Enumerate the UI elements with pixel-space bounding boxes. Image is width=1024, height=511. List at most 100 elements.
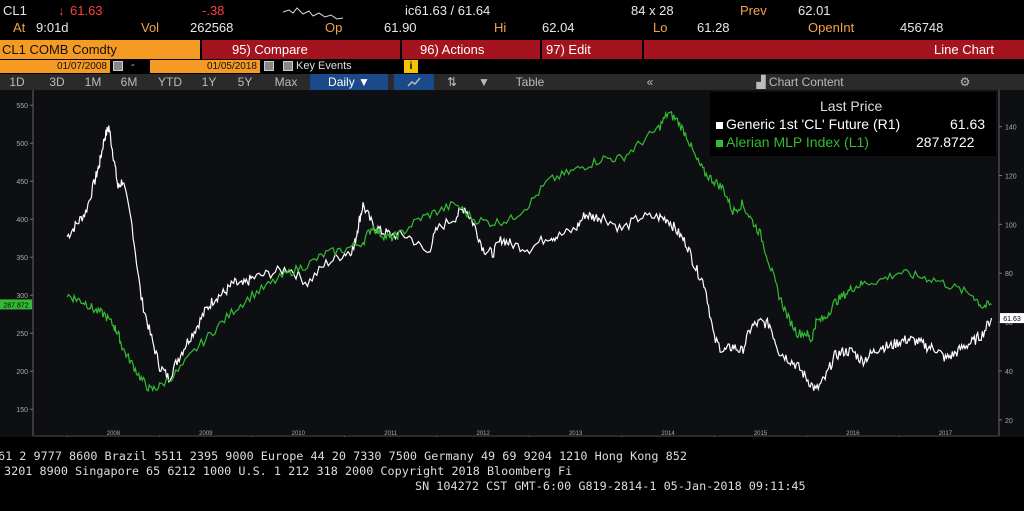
indicators-icon[interactable]: ⇅ — [446, 75, 458, 89]
right-tick-label: 100 — [1005, 222, 1017, 229]
more-options-icon[interactable]: ▼ — [478, 75, 490, 89]
left-tick-label: 400 — [16, 217, 28, 224]
period-ytd-button[interactable]: YTD — [158, 75, 182, 89]
alerian-mlp-series-line — [66, 110, 992, 393]
chart-content-icon: ▟ — [756, 75, 769, 89]
left-tick-label: 450 — [16, 179, 28, 186]
period-3d-button[interactable]: 3D — [49, 75, 65, 89]
left-tick-label: 300 — [16, 293, 28, 300]
date-range-bar: 01/07/2008 - 01/05/2018 Key Events i — [0, 59, 1024, 73]
security-field[interactable]: CL1 COMB Comdty — [0, 40, 200, 59]
key-events-checkbox[interactable] — [283, 61, 293, 71]
time-label: At — [13, 20, 26, 35]
prev-label: Prev — [740, 3, 767, 18]
x-tick-label: 2009 — [199, 431, 213, 437]
edit-label: 97) Edit — [546, 42, 591, 57]
info-icon[interactable]: i — [404, 60, 418, 73]
left-last-value-tag — [0, 299, 32, 310]
period-max-button[interactable]: Max — [274, 75, 298, 89]
table-button[interactable]: Table — [515, 75, 545, 89]
date-separator: - — [131, 59, 135, 71]
x-tick-label: 2016 — [846, 431, 860, 437]
x-tick-label: 2017 — [939, 431, 953, 437]
footer-line-1: 61 2 9777 8600 Brazil 5511 2395 9000 Eur… — [0, 449, 687, 463]
right-tick-label: 80 — [1005, 271, 1013, 278]
openint-value: 456748 — [900, 20, 944, 35]
edit-button[interactable]: 97) Edit — [540, 40, 642, 59]
openint-label: OpenInt — [808, 20, 855, 35]
compare-label: 95) Compare — [232, 42, 308, 57]
chart-type-label: Line Chart — [934, 42, 994, 57]
period-5y-button[interactable]: 5Y — [237, 75, 253, 89]
last-price: 61.63 — [70, 3, 103, 18]
legend-series-value: 61.63 — [950, 116, 986, 132]
left-tick-label: 250 — [16, 331, 28, 338]
frequency-dropdown[interactable]: Daily ▼ — [310, 74, 388, 90]
end-date-input[interactable]: 01/05/2018 — [150, 60, 260, 73]
legend-swatch — [716, 122, 723, 129]
left-last-value-text: 287.872 — [3, 302, 28, 309]
legend-title: Last Price — [820, 98, 883, 114]
quote-size: 84 x 28 — [631, 3, 674, 18]
chart-content-button[interactable]: ▟ Chart Content — [690, 74, 910, 90]
legend-series-name: Generic 1st 'CL' Future (R1) — [726, 116, 901, 132]
right-tick-label: 140 — [1005, 125, 1017, 132]
volume-value: 262568 — [190, 20, 234, 35]
action-bar: CL1 COMB Comdty 95) Compare 96) Actions … — [0, 40, 1024, 59]
left-tick-label: 550 — [16, 103, 28, 110]
legend: Last Price Generic 1st 'CL' Future (R1) … — [710, 92, 996, 156]
chart-content-label: Chart Content — [768, 75, 844, 89]
period-1d-button[interactable]: 1D — [9, 75, 25, 89]
legend-series-value: 287.8722 — [916, 134, 975, 150]
footer-line-3: SN 104272 CST GMT-6:00 G819-2814-1 05-Ja… — [415, 479, 806, 493]
period-1y-button[interactable]: 1Y — [201, 75, 217, 89]
volume-label: Vol — [141, 20, 160, 35]
line-style-icon[interactable] — [394, 74, 434, 90]
sparkline-icon — [283, 7, 343, 20]
left-tick-label: 150 — [16, 407, 28, 414]
right-tick-label: 40 — [1005, 369, 1013, 376]
compare-button[interactable]: 95) Compare — [200, 40, 400, 59]
crude-oil-series-line — [66, 125, 993, 392]
price-change: -.38 — [202, 3, 225, 18]
left-tick-label: 500 — [16, 141, 28, 148]
right-tick-label: 60 — [1005, 320, 1013, 327]
open-value: 61.90 — [384, 20, 417, 35]
bid-ask: ic61.63 / 61.64 — [405, 3, 491, 18]
high-label: Hi — [494, 20, 507, 35]
prev-value: 62.01 — [798, 3, 831, 18]
legend-entry-amz: Alerian MLP Index (L1) — [716, 134, 869, 150]
left-tick-label: 200 — [16, 369, 28, 376]
left-tick-label: 350 — [16, 255, 28, 262]
start-date-input[interactable]: 01/07/2008 — [0, 60, 110, 73]
ticker: CL1 — [3, 3, 27, 18]
line-chart: 150 200 250 300 350 400 450 500 550 20 40 60 80 100 12… — [0, 90, 1024, 437]
change-arrow: ↓ — [58, 3, 65, 18]
x-tick-label: 2012 — [477, 431, 491, 437]
last-time: 9:01d — [36, 20, 69, 35]
x-tick-label: 2015 — [754, 431, 768, 437]
high-value: 62.04 — [542, 20, 575, 35]
x-tick-label: 2014 — [661, 431, 675, 437]
low-label: Lo — [653, 20, 668, 35]
key-events-label: Key Events — [296, 60, 352, 72]
right-last-value-tag — [1000, 313, 1024, 324]
actions-label: 96) Actions — [420, 42, 485, 57]
collapse-icon[interactable]: « — [646, 75, 654, 89]
right-tick-label: 120 — [1005, 174, 1017, 181]
calendar-icon[interactable] — [113, 61, 123, 71]
settings-gear-icon[interactable]: ⚙ — [959, 75, 971, 89]
legend-entry-cl1: Generic 1st 'CL' Future (R1) — [716, 116, 900, 132]
x-tick-label: 2011 — [384, 431, 398, 437]
actions-button[interactable]: 96) Actions — [400, 40, 540, 59]
right-last-value-text: 61.63 — [1003, 316, 1021, 323]
calendar-icon[interactable] — [264, 61, 274, 71]
period-6m-button[interactable]: 6M — [120, 75, 138, 89]
x-tick-label: 2008 — [107, 431, 121, 437]
open-label: Op — [325, 20, 343, 35]
footer-line-2: 3201 8900 Singapore 65 6212 1000 U.S. 1 … — [4, 464, 573, 478]
chart-type-button[interactable]: Line Chart — [642, 40, 1024, 59]
low-value: 61.28 — [697, 20, 730, 35]
period-1m-button[interactable]: 1M — [84, 75, 102, 89]
x-tick-label: 2013 — [569, 431, 583, 437]
